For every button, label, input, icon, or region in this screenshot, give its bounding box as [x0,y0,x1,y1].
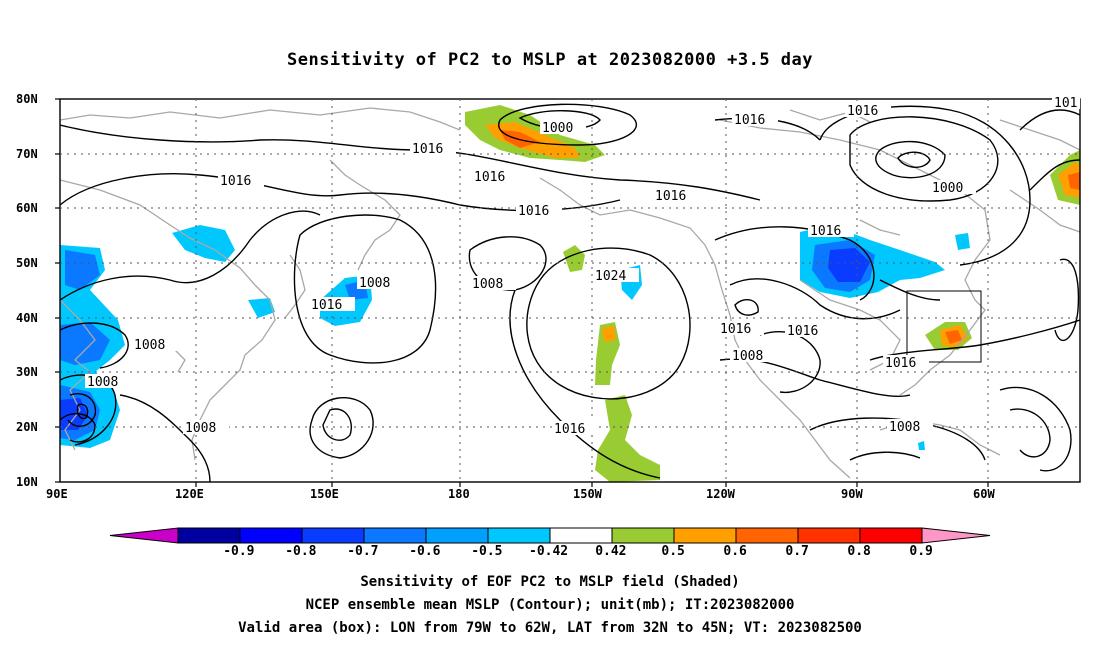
colorbar [109,527,991,544]
lon-label: 150W [573,487,602,501]
contour-label: 1008 [134,338,165,353]
lon-label: 90W [841,487,863,501]
colorbar-end-high [921,527,991,544]
contour-label: 1008 [87,375,118,390]
footer-line-1: Sensitivity of EOF PC2 to MSLP field (Sh… [360,574,740,590]
colorbar-box [177,527,241,544]
lat-label: 70N [16,147,38,161]
colorbar-box [673,527,737,544]
chart-title: Sensitivity of PC2 to MSLP at 2023082000… [286,50,813,70]
lat-label: 40N [16,311,38,325]
lon-label: 120W [706,487,735,501]
colorbar-box [549,527,613,544]
contour-label: 101 [1054,96,1077,111]
contour-labels: 1000 1000 1008 1008 1008 1008 1008 1008 … [85,95,1080,437]
contour-label: 1016 [720,322,751,337]
lon-label: 60W [973,487,995,501]
contour-label: 1016 [311,298,342,313]
colorbar-box [735,527,799,544]
lat-label: 30N [16,365,38,379]
colorbar-tick-label: 0.42 [595,544,627,559]
colorbar-tick-label: -0.7 [347,544,379,559]
colorbar-tick-label: -0.42 [529,544,569,559]
footer-line-3: Valid area (box): LON from 79W to 62W, L… [238,620,862,636]
gridlines [60,99,1080,482]
contour-label: 1000 [542,121,573,136]
lat-label: 60N [16,201,38,215]
colorbar-tick-label: -0.9 [223,544,255,559]
colorbar-tick-label: 0.5 [661,544,685,559]
contour-label: 1016 [220,174,251,189]
contour-label: 1024 [595,269,626,284]
contour-label: 1008 [359,276,390,291]
contour-label: 1008 [185,421,216,436]
lat-label: 20N [16,420,38,434]
lon-label: 120E [175,487,204,501]
colorbar-box [611,527,675,544]
contour-label: 1016 [554,422,585,437]
contour-label: 1016 [787,324,818,339]
colorbar-box [425,527,489,544]
colorbar-box [239,527,303,544]
contour-label: 1016 [810,224,841,239]
contour-label: 1008 [889,420,920,435]
contour-label: 1008 [732,349,763,364]
colorbar-tick-label: 0.7 [785,544,809,559]
valid-area-box [906,290,982,363]
map-frame [59,98,1081,483]
colorbar-box [301,527,365,544]
contour-label: 1016 [474,170,505,185]
colorbar-tick-label: 0.8 [847,544,871,559]
footer-line-2: NCEP ensemble mean MSLP (Contour); unit(… [305,597,795,613]
contour-label: 1000 [932,181,963,196]
lat-label: 50N [16,256,38,270]
colorbar-tick-label: -0.5 [471,544,503,559]
contour-label: 1016 [518,204,549,219]
colorbar-tick-label: 0.6 [723,544,747,559]
contour-label: 1016 [847,104,878,119]
contour-label: 1016 [412,142,443,157]
colorbar-end-low [109,527,179,544]
contour-label: 1008 [472,277,503,292]
colorbar-box [487,527,551,544]
contour-label: 1016 [734,113,765,128]
colorbar-box [859,527,923,544]
lon-label: 90E [46,487,68,501]
lon-label: 180 [448,487,470,501]
lat-label: 80N [16,92,38,106]
lon-label: 150E [310,487,339,501]
colorbar-box [797,527,861,544]
colorbar-tick-label: 0.9 [909,544,933,559]
colorbar-tick-label: -0.8 [285,544,317,559]
contour-label: 1016 [885,356,916,371]
colorbar-box [363,527,427,544]
contour-label: 1016 [655,189,686,204]
lat-label: 10N [16,475,38,489]
colorbar-tick-label: -0.6 [409,544,441,559]
